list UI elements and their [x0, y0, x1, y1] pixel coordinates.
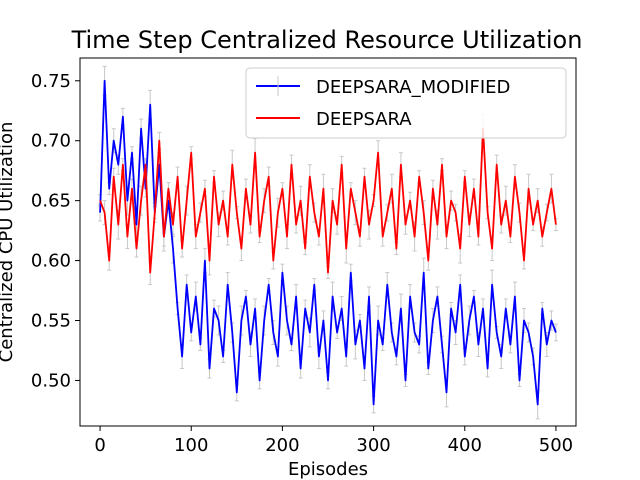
legend-box — [245, 67, 567, 139]
plot-frame — [79, 57, 577, 427]
y-tick-label: 0.70 — [31, 131, 71, 152]
x-axis-label: Episodes — [288, 459, 368, 480]
y-tick-label: 0.75 — [31, 71, 71, 92]
legend-label-deepsara: DEEPSARA — [316, 109, 412, 130]
legend: DEEPSARA_MODIFIED DEEPSARA — [245, 67, 567, 139]
x-tick-label: 400 — [448, 435, 482, 456]
x-tick-label: 500 — [539, 435, 573, 456]
x-tick-label: 300 — [356, 435, 390, 456]
chart-title: Time Step Centralized Resource Utilizati… — [71, 26, 583, 54]
y-axis: 0.50 0.55 0.60 0.65 0.70 0.75 — [31, 71, 80, 391]
x-axis: 0 100 200 300 400 500 — [94, 426, 573, 456]
series-line-deepsara — [99, 127, 557, 274]
y-axis-label: Centralized CPU Utilization — [0, 122, 17, 363]
x-tick-label: 200 — [265, 435, 299, 456]
y-tick-label: 0.65 — [31, 191, 71, 212]
x-tick-label: 100 — [174, 435, 208, 456]
y-tick-label: 0.60 — [31, 251, 71, 272]
x-tick-label: 0 — [94, 435, 105, 456]
legend-label-deepsara-modified: DEEPSARA_MODIFIED — [316, 77, 510, 98]
series-line-deepsara-modified — [99, 79, 557, 406]
plot-area — [98, 65, 558, 420]
y-tick-label: 0.50 — [31, 370, 71, 391]
y-tick-label: 0.55 — [31, 311, 71, 332]
